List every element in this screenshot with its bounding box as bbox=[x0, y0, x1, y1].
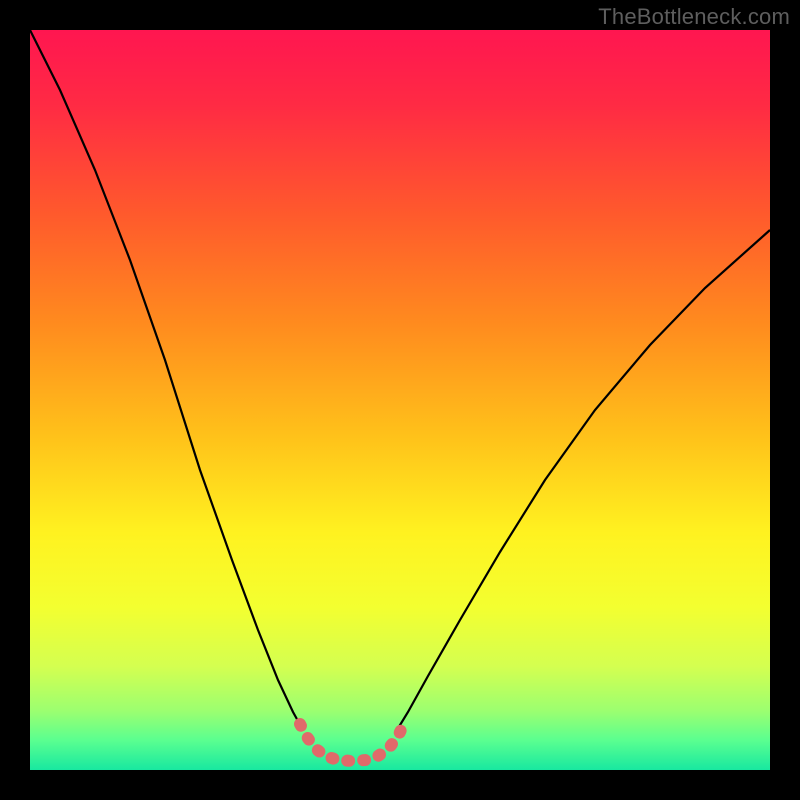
chart-container: { "watermark": { "text": "TheBottleneck.… bbox=[0, 0, 800, 800]
plot-background bbox=[30, 30, 770, 770]
watermark-text: TheBottleneck.com bbox=[598, 4, 790, 30]
bottleneck-chart bbox=[0, 0, 800, 800]
